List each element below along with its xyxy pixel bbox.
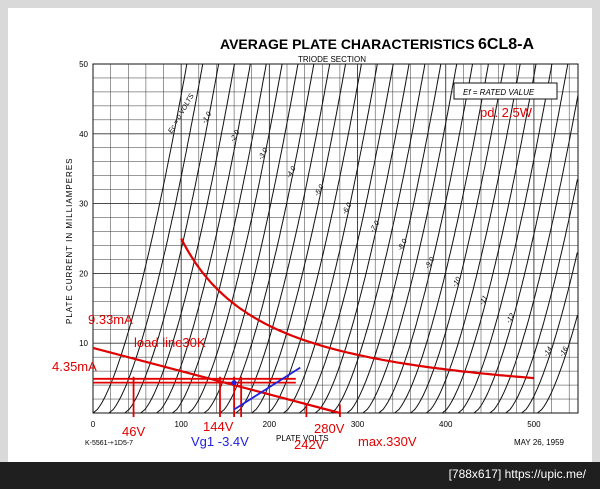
plate-curve (330, 63, 426, 414)
bias-label: Vg1 -3.4V (191, 434, 249, 449)
curve-bias-label: -16 (559, 346, 570, 358)
curve-bias-label: -11 (478, 295, 489, 307)
plot-frame (92, 63, 579, 414)
v280-label: 280V (314, 421, 345, 436)
curve-bias-label: -7.0 (369, 220, 381, 234)
y-tick-label: 40 (79, 130, 88, 139)
x-tick-label: 400 (439, 420, 453, 429)
chart-subtitle: TRIODE SECTION (298, 55, 366, 64)
curve-bias-label: -4.0 (286, 165, 298, 179)
plate-curve (267, 63, 362, 414)
chart-card: AVERAGE PLATE CHARACTERISTICS 6CL8-A TRI… (8, 8, 592, 462)
plate-curve (187, 63, 283, 414)
doc-id: K-5561-+1D5-7 (85, 440, 133, 447)
tube-name: 6CL8-A (478, 36, 534, 53)
plate-curve (489, 95, 579, 414)
plate-curve (140, 63, 235, 414)
chart-date: MAY 26, 1959 (514, 438, 565, 447)
curve-bias-label: Ec = 0 VOLTS (167, 93, 195, 135)
y-tick-label: 10 (79, 339, 88, 348)
plate-curve (378, 63, 474, 414)
curve-bias-label: -3.0 (257, 147, 269, 161)
x-tick-label: 500 (527, 420, 541, 429)
y-tick-label: 20 (79, 269, 88, 278)
curve-bias-label: -14 (543, 346, 554, 358)
y-tick-label: 30 (79, 200, 88, 209)
plate-curve (441, 63, 537, 414)
plate-curve (521, 252, 578, 414)
imax-label: 9.33mA (88, 312, 133, 327)
v242-label: 242V (294, 437, 325, 452)
y-axis-label: PLATE CURRENT IN MILLIAMPERES (65, 157, 74, 324)
plate-curve (298, 63, 394, 414)
x-axis-label: PLATE VOLTS (276, 434, 329, 443)
plate-curve (124, 63, 220, 414)
tick-labels: 0 100 200 300 400 500 10 20 30 40 50 (79, 60, 541, 429)
x-tick-label: 100 (175, 420, 189, 429)
plate-curve (410, 63, 505, 414)
bias-line (233, 366, 301, 411)
load-line-label: load line30K (134, 335, 206, 350)
plate-curve (235, 63, 331, 414)
plate-curve (219, 63, 315, 414)
plate-characteristics-chart: AVERAGE PLATE CHARACTERISTICS 6CL8-A TRI… (52, 36, 579, 452)
plate-curve (283, 63, 378, 414)
operating-point (231, 380, 237, 386)
plate-curve (172, 63, 267, 414)
x-tick-label: 0 (91, 420, 96, 429)
grid (93, 64, 578, 413)
x-tick-label: 300 (351, 420, 365, 429)
legend-box (453, 82, 558, 100)
annotations-overlay (92, 237, 534, 417)
plate-curve (346, 63, 442, 414)
curve-bias-label: -1.0 (201, 111, 213, 125)
plate-curve (505, 179, 578, 414)
plate-curve (156, 63, 251, 414)
legend-text: Ef = RATED VALUE (463, 88, 535, 97)
curve-bias-label: -5.0 (314, 184, 326, 198)
footer-text: [788x617] https://upic.me/ (448, 467, 586, 481)
curve-bias-label: -12 (505, 312, 516, 324)
curve-bias-label: -10 (451, 276, 462, 288)
chart-title: AVERAGE PLATE CHARACTERISTICS (220, 36, 475, 52)
x-tick-label: 200 (263, 420, 277, 429)
dissipation-curve (180, 237, 534, 380)
plate-curve (537, 315, 578, 414)
vmin-label: 46V (122, 424, 145, 439)
curve-bias-label: -2.0 (229, 129, 241, 143)
grid-curves (92, 63, 579, 414)
plate-curve (457, 63, 553, 414)
plate-curve (203, 63, 299, 414)
load-line (92, 346, 341, 415)
y-tick-label: 50 (79, 60, 88, 69)
plate-curve (425, 63, 521, 414)
plate-curve (314, 63, 410, 414)
plate-curve (251, 63, 347, 414)
plate-curve (394, 63, 489, 414)
plate-curve (473, 63, 569, 414)
plate-curve (108, 63, 204, 414)
iq-label: 4.35mA (52, 359, 97, 374)
curve-bias-label: -8.0 (397, 238, 409, 252)
vq-label: 144V (203, 419, 234, 434)
vmax-label: max.330V (358, 434, 417, 449)
curve-bias-label: -9.0 (424, 256, 436, 270)
footer-bar: [788x617] https://upic.me/ (0, 462, 600, 489)
plate-curve (362, 63, 458, 414)
dissipation-label: pd. 2.5W (480, 105, 533, 120)
